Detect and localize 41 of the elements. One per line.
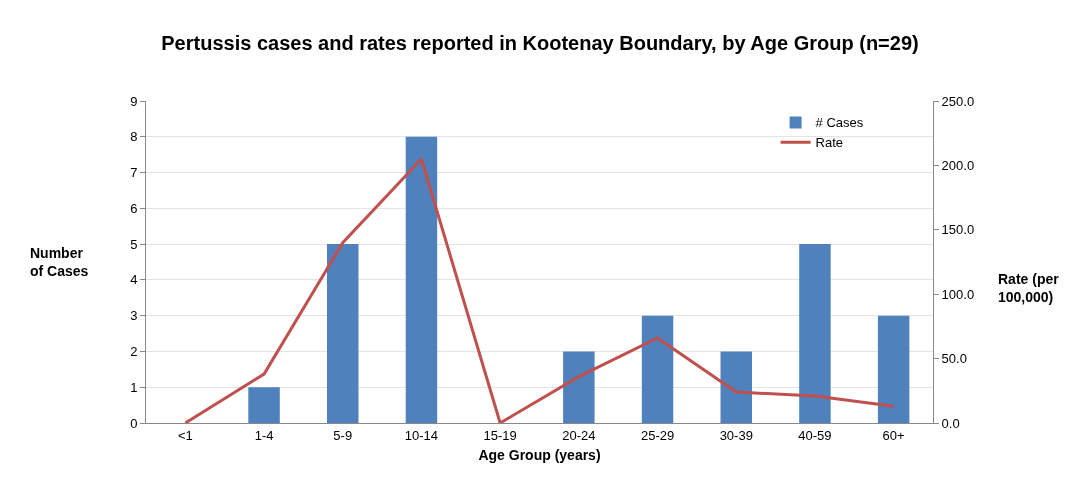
x-tick-label: 60+ xyxy=(882,427,905,443)
y-tick-label: 5 xyxy=(130,236,138,252)
x-tick-label: <1 xyxy=(177,427,193,443)
bar xyxy=(877,315,910,423)
x-tick-label: 40-59 xyxy=(798,427,832,443)
y-tick-label: 7 xyxy=(130,165,138,181)
y-tick-label: 8 xyxy=(130,129,138,145)
x-tick-label: 25-29 xyxy=(640,427,675,443)
y2-tick-label: 0.0 xyxy=(941,415,960,431)
legend-label: # Cases xyxy=(815,115,864,131)
y-tick-label: 2 xyxy=(130,343,138,359)
bar xyxy=(641,315,674,423)
y-axis-title: Number of Cases xyxy=(30,245,89,280)
y-tick-label: 6 xyxy=(130,200,138,216)
y-tick-label: 3 xyxy=(130,308,138,324)
y2-tick-label: 250.0 xyxy=(941,93,975,109)
x-tick-label: 1-4 xyxy=(254,427,274,443)
y2-tick-label: 100.0 xyxy=(941,286,975,302)
bar xyxy=(327,244,359,423)
bar xyxy=(405,136,438,423)
legend-label: Rate xyxy=(815,135,844,151)
bar xyxy=(799,244,831,423)
chart-title: Pertussis cases and rates reported in Kootenay Boundary, by Age Group (n=29) xyxy=(161,32,919,55)
y-tick-label: 4 xyxy=(130,272,138,288)
x-tick-label: 10-14 xyxy=(404,427,439,443)
x-axis-title: Age Group (years) xyxy=(478,446,601,463)
y-tick-label: 0 xyxy=(130,415,138,431)
y2-tick-label: 200.0 xyxy=(941,157,975,173)
x-tick-label: 30-39 xyxy=(719,427,753,443)
y2-tick-label: 50.0 xyxy=(941,351,967,367)
x-tick-label: 20-24 xyxy=(562,427,596,443)
y2-axis-title: Rate (per 100,000) xyxy=(998,271,1060,306)
y2-tick-label: 150.0 xyxy=(941,222,975,238)
bar xyxy=(563,351,595,423)
x-tick-label: 15-19 xyxy=(483,427,517,443)
x-tick-label: 5-9 xyxy=(333,427,353,443)
bar xyxy=(248,387,280,423)
bar xyxy=(720,351,752,423)
line-series xyxy=(183,157,896,423)
y-tick-label: 9 xyxy=(130,93,138,109)
y-tick-label: 1 xyxy=(130,379,138,395)
